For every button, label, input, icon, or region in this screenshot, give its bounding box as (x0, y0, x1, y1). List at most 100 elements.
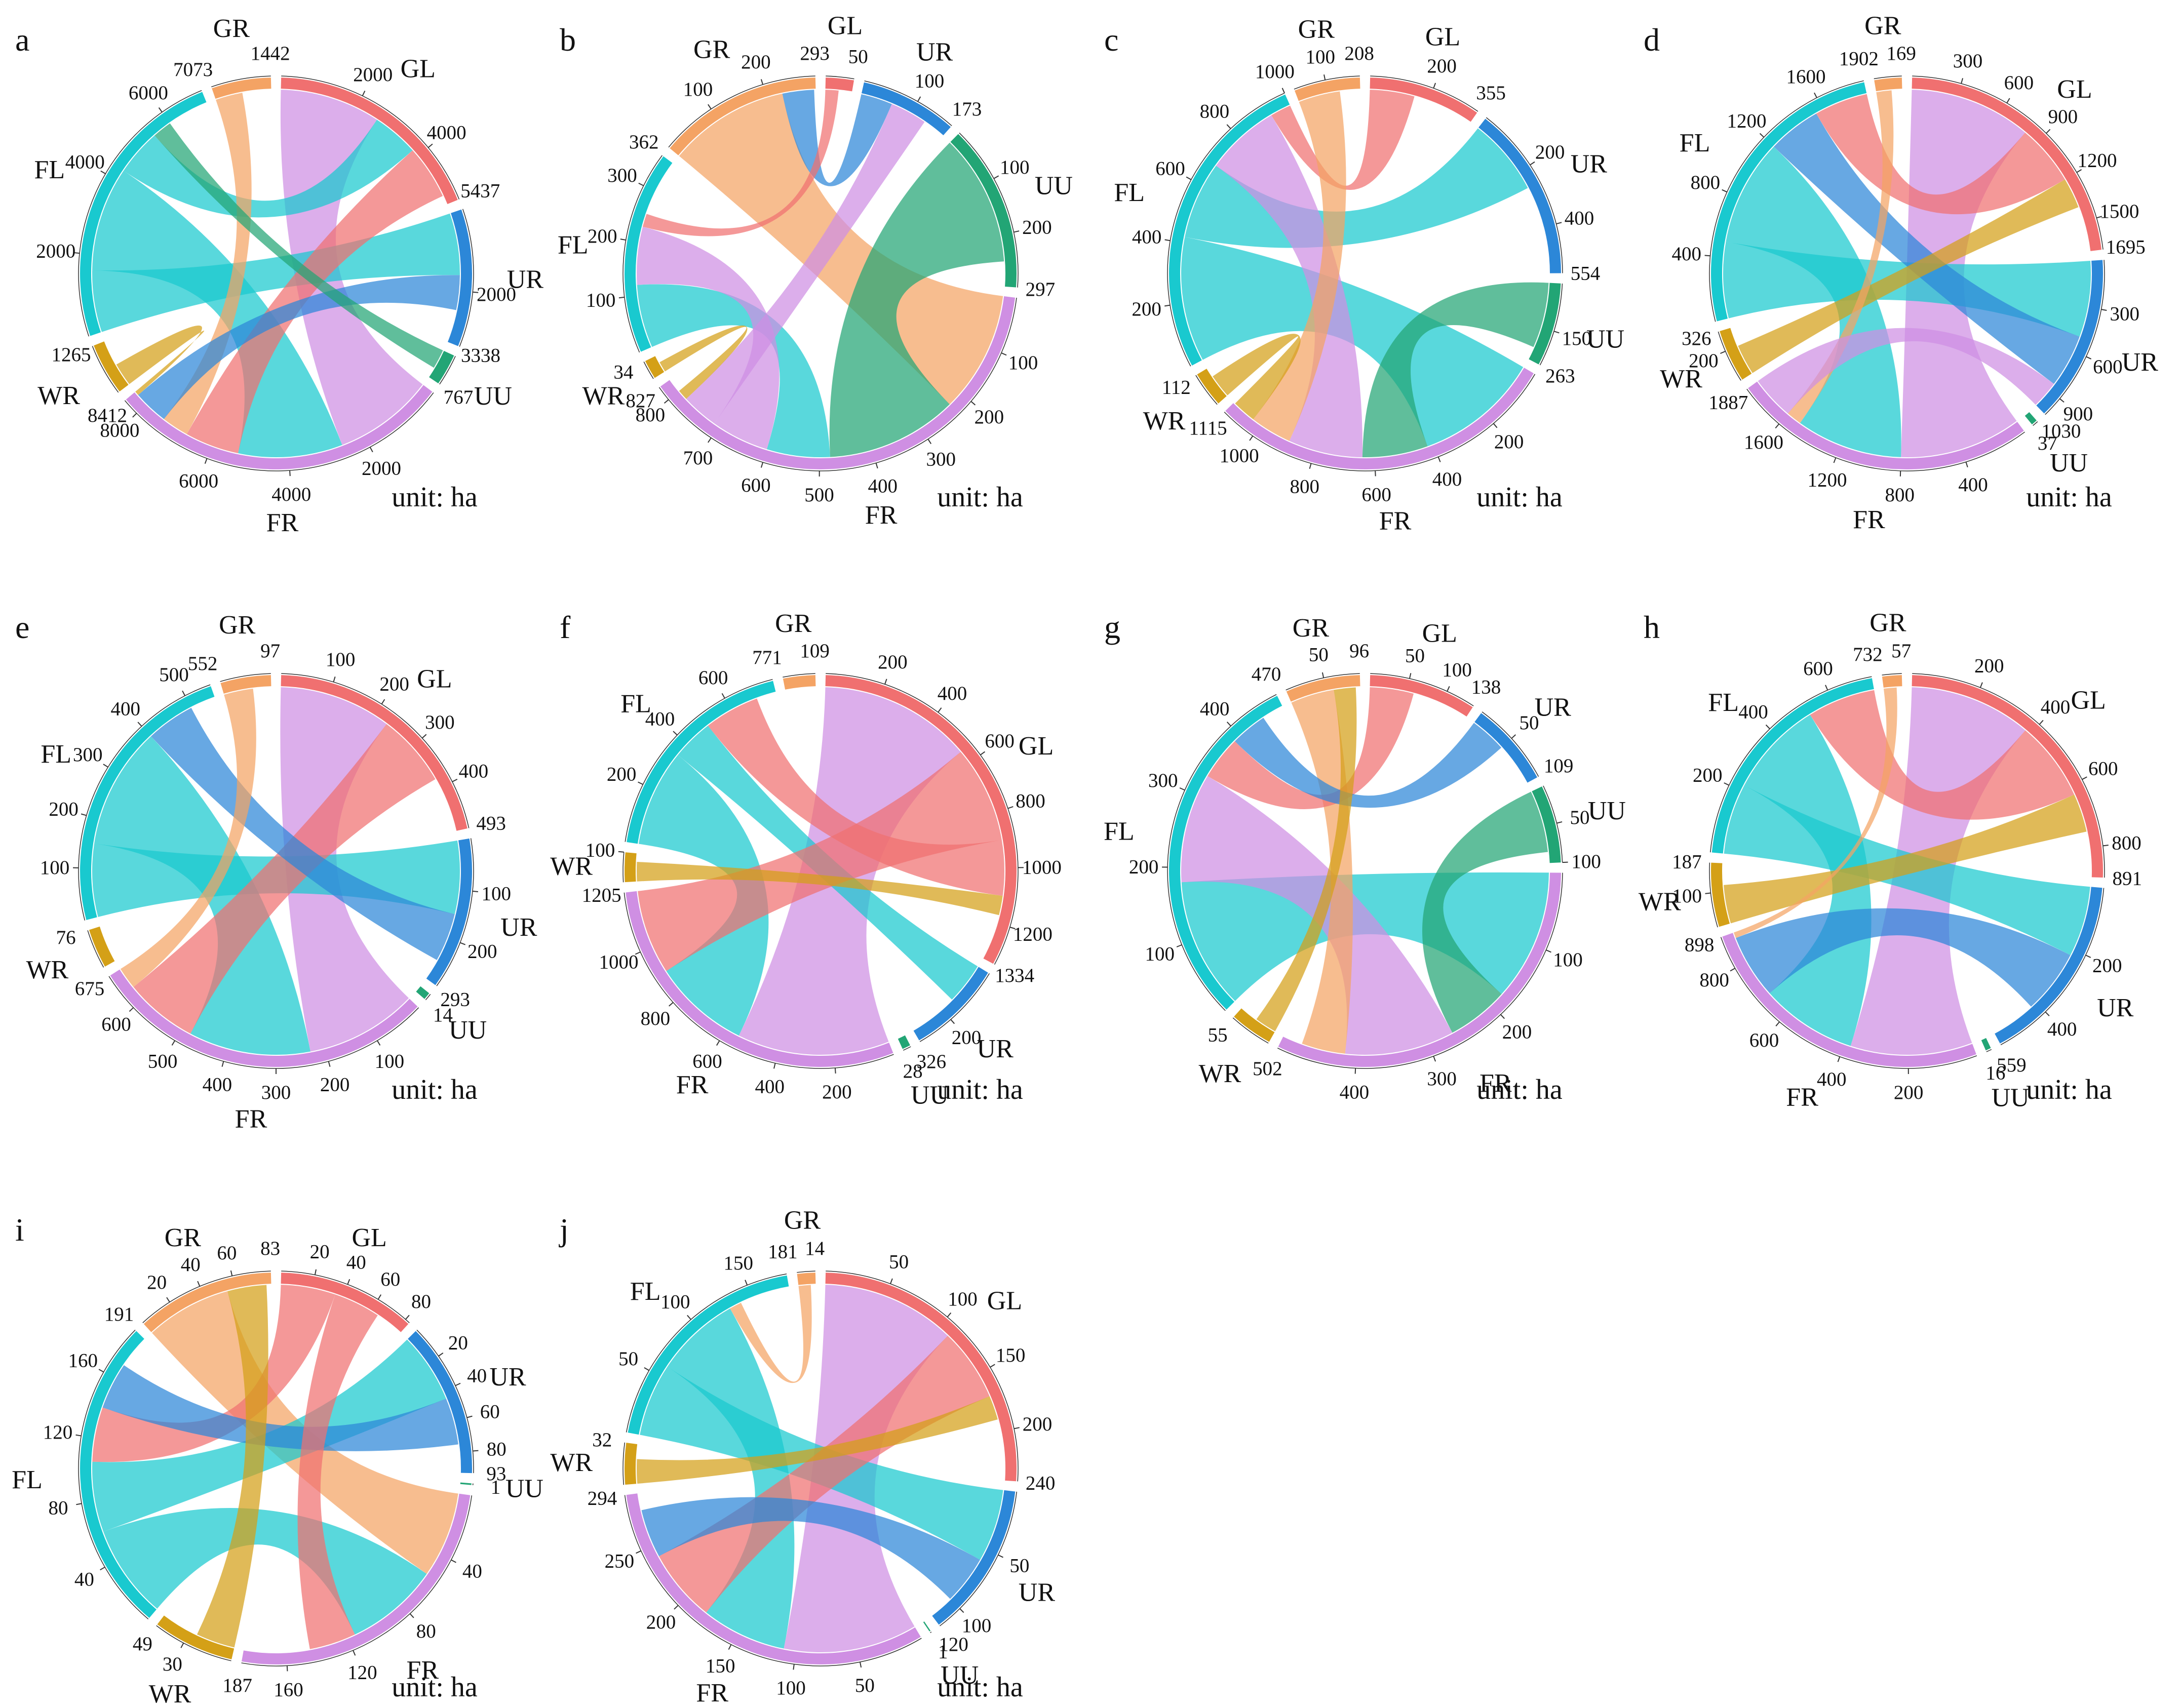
tick-mark (197, 1281, 201, 1287)
sector-axis-FL (78, 684, 211, 921)
tick-label: 100 (375, 1050, 405, 1072)
sector-name-label: GR (165, 1223, 202, 1252)
chord-UR-to-FL (1234, 718, 1502, 808)
chord-ribbons (637, 90, 1004, 458)
sector-axis-FR (1224, 374, 1536, 471)
tick-label: 160 (68, 1349, 98, 1371)
tick-mark (644, 1367, 649, 1371)
tick-mark (1375, 470, 1376, 476)
tick-label: 100 (1553, 949, 1583, 971)
sector-total-label: 57 (1891, 640, 1911, 662)
sector-name-label: WR (550, 852, 593, 881)
sector-UR: 100 200 293 UR (426, 838, 537, 1010)
tick-mark (618, 296, 625, 299)
sector-name-label: FL (620, 689, 651, 718)
tick-mark (1321, 672, 1325, 678)
sector-total-label: 97 (260, 640, 280, 662)
sector-total-label: 138 (1471, 677, 1501, 698)
tick-label: 100 (1442, 659, 1472, 681)
unit-label: unit: ha (2026, 482, 2112, 513)
sector-total-label: 49 (133, 1633, 152, 1655)
tick-mark (381, 699, 385, 704)
sector-name-label: FL (558, 231, 589, 260)
tick-label: 200 (1129, 856, 1159, 878)
tick-mark (1705, 892, 1711, 894)
sector-axis-FR (624, 1495, 922, 1666)
chord-GL-to-FR (186, 150, 443, 454)
tick-mark (314, 1269, 317, 1275)
tick-label: 100 (40, 857, 70, 879)
tick-mark (1164, 239, 1171, 242)
sector-name-label: GL (987, 1286, 1022, 1315)
tick-label: 60 (380, 1268, 400, 1290)
sector-name-label: FL (34, 155, 65, 184)
tick-mark (1556, 821, 1563, 824)
chord-UU-to-FR (1362, 282, 1549, 457)
tick-mark (1775, 1021, 1780, 1026)
sector-name-label: UR (2122, 348, 2159, 377)
sector-axis-FL (1709, 80, 1864, 322)
chord-UR-to-FR (1735, 908, 2071, 1007)
tick-label: 50 (1309, 644, 1329, 666)
tick-label: 80 (411, 1291, 431, 1313)
sector-name-label: GR (213, 14, 250, 43)
sector-arc-UR (426, 838, 472, 985)
tick-mark (1759, 133, 1765, 138)
sector-total-label: 83 (260, 1238, 280, 1259)
sector-axis-GR (1882, 673, 1902, 676)
tick-mark (728, 1644, 732, 1650)
tick-label: 4000 (65, 151, 105, 173)
sector-name-label: GR (693, 35, 730, 64)
tick-mark (2039, 720, 2044, 725)
sector-arc-UR (1478, 118, 1561, 273)
sector-axis-WR (87, 930, 104, 968)
unit-label: unit: ha (392, 1672, 478, 1703)
tick-mark (636, 1550, 641, 1554)
tick-label: 800 (1885, 484, 1915, 506)
tick-mark (1546, 949, 1551, 953)
sector-UU: 50 100 UU (1532, 785, 1626, 872)
sector-axis-FR (241, 1495, 473, 1666)
tick-mark (2045, 1011, 2050, 1016)
tick-label: 200 (878, 651, 908, 673)
sector-total-label: 1030 (2041, 420, 2081, 442)
tick-label: 20 (147, 1272, 167, 1293)
tick-label: 8000 (100, 419, 139, 441)
tick-mark (1437, 456, 1441, 462)
tick-mark (716, 1040, 720, 1046)
tick-label: 20 (310, 1241, 330, 1263)
sector-name-label: FR (1786, 1083, 1818, 1111)
chord-FL-to-FR (92, 171, 342, 457)
sector-axis-FL (1167, 694, 1277, 1011)
tick-label: 200 (741, 51, 771, 73)
tick-mark (171, 1040, 176, 1046)
tick-label: 100 (948, 1288, 978, 1310)
sector-name-label: WR (26, 956, 68, 984)
sector-total-label: 50 (848, 46, 868, 67)
sector-FR: 400 800 1200 1600 1887 FR (1708, 381, 2026, 534)
sector-axis-UR (864, 80, 952, 127)
sector-arc-WR (1720, 328, 1752, 380)
tick-mark (2082, 776, 2087, 780)
sector-name-label: FL (1114, 178, 1145, 207)
sector-arc-GL (1912, 77, 2102, 251)
tick-label: 900 (2063, 403, 2093, 425)
chord-UR-to-FL (1774, 113, 2080, 384)
sector-name-label: UU (911, 1081, 949, 1109)
sector-name-label: UU (449, 1016, 487, 1045)
sector-arc-GR (1295, 77, 1360, 101)
sector-axis-UU (1539, 283, 1563, 366)
tick-label: 200 (379, 673, 409, 695)
chord-FL-to-FR (103, 1507, 427, 1635)
chord-FR-to-GL (280, 687, 409, 1052)
tick-label: 100 (1306, 46, 1336, 68)
tick-mark (673, 731, 678, 736)
sector-total-label: 559 (1997, 1054, 2027, 1076)
sector-axis-FL (626, 1274, 787, 1433)
sector-FR: 200 400 600 800 898 FR (1685, 933, 1977, 1111)
